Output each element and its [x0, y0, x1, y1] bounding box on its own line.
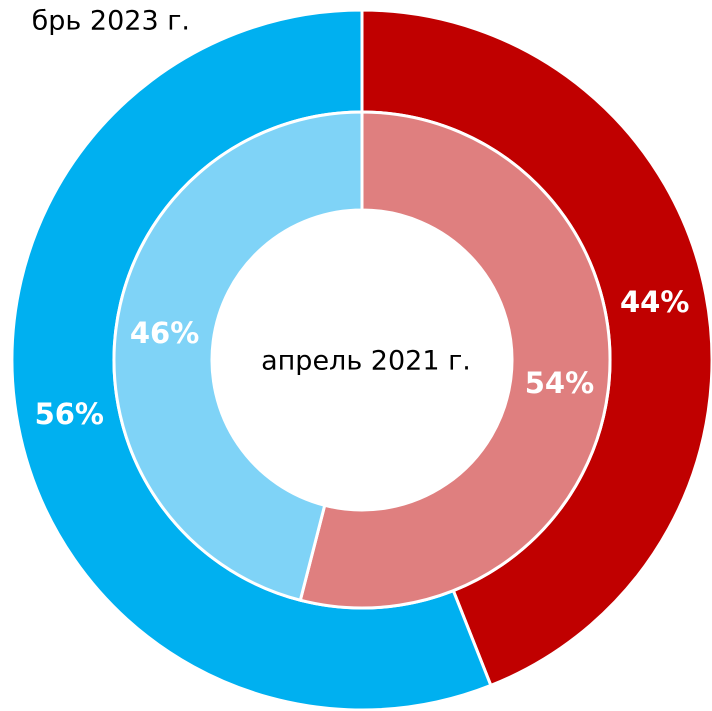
outer-ring-label: брь 2023 г. [32, 6, 190, 37]
data-label: 44% [620, 285, 689, 319]
data-label: 54% [525, 366, 594, 400]
donut-segment [298, 110, 612, 610]
center-label: апрель 2021 г. [261, 346, 471, 377]
donut-segment [112, 110, 364, 603]
data-label: 46% [130, 316, 199, 350]
data-label: 56% [35, 397, 104, 431]
